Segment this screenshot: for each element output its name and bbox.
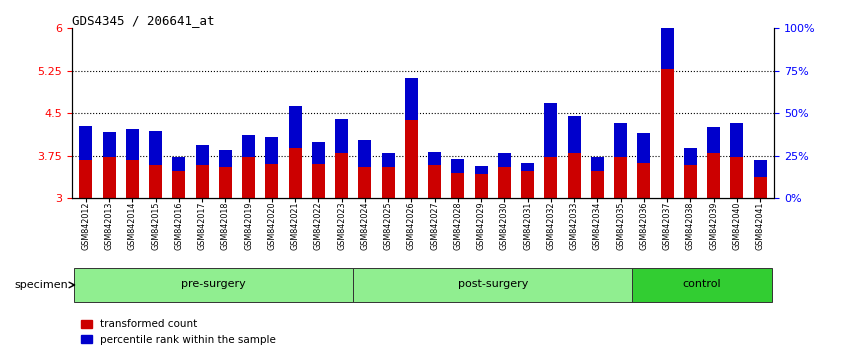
Bar (288, 106, 301, 148)
Bar (359, 140, 371, 167)
Bar (359, 167, 371, 198)
Bar (661, 0, 673, 69)
Bar (382, 167, 394, 198)
Bar (102, 158, 116, 198)
Text: GSM842038: GSM842038 (686, 202, 695, 250)
FancyBboxPatch shape (632, 268, 772, 302)
Bar (335, 153, 348, 198)
Bar (382, 154, 394, 167)
Legend: transformed count, percentile rank within the sample: transformed count, percentile rank withi… (77, 315, 280, 349)
FancyBboxPatch shape (74, 268, 354, 302)
Text: GSM842040: GSM842040 (733, 202, 741, 250)
Bar (614, 124, 627, 158)
Text: GSM842014: GSM842014 (128, 202, 137, 250)
Bar (219, 150, 232, 167)
Bar (242, 135, 255, 158)
Bar (452, 173, 464, 198)
Text: GSM842017: GSM842017 (198, 202, 206, 250)
Text: GSM842029: GSM842029 (476, 202, 486, 250)
Bar (498, 167, 511, 198)
Bar (545, 158, 558, 198)
Bar (288, 148, 301, 198)
Bar (730, 158, 744, 198)
Bar (102, 132, 116, 158)
Bar (428, 152, 441, 165)
Bar (475, 175, 487, 198)
Bar (405, 120, 418, 198)
Bar (730, 124, 744, 158)
Bar (521, 162, 534, 171)
Bar (684, 165, 697, 198)
Bar (266, 164, 278, 198)
Bar (219, 167, 232, 198)
Text: GSM842036: GSM842036 (640, 202, 648, 250)
Bar (266, 137, 278, 164)
Text: post-surgery: post-surgery (458, 279, 528, 289)
Bar (149, 165, 162, 198)
Bar (568, 115, 580, 153)
Text: GSM842024: GSM842024 (360, 202, 370, 250)
Bar (475, 166, 487, 175)
Bar (405, 78, 418, 120)
Text: GSM842031: GSM842031 (523, 202, 532, 250)
Bar (568, 153, 580, 198)
Text: GSM842028: GSM842028 (453, 202, 463, 250)
Bar (195, 165, 208, 198)
Text: GSM842015: GSM842015 (151, 202, 160, 250)
Bar (545, 103, 558, 158)
Text: GSM842018: GSM842018 (221, 202, 230, 250)
Bar (195, 145, 208, 165)
Bar (521, 171, 534, 198)
Bar (149, 131, 162, 165)
Text: GSM842037: GSM842037 (662, 202, 672, 250)
Bar (614, 158, 627, 198)
FancyBboxPatch shape (354, 268, 632, 302)
Text: GSM842030: GSM842030 (500, 202, 509, 250)
Text: GSM842039: GSM842039 (709, 202, 718, 250)
Text: GSM842035: GSM842035 (616, 202, 625, 250)
Text: pre-surgery: pre-surgery (181, 279, 246, 289)
Bar (428, 165, 441, 198)
Text: GSM842041: GSM842041 (755, 202, 765, 250)
Bar (452, 159, 464, 173)
Bar (312, 164, 325, 198)
Bar (591, 158, 604, 171)
Bar (638, 132, 651, 163)
Text: GSM842027: GSM842027 (430, 202, 439, 250)
Text: GDS4345 / 206641_at: GDS4345 / 206641_at (72, 14, 214, 27)
Bar (684, 148, 697, 165)
Bar (335, 119, 348, 153)
Text: GSM842034: GSM842034 (593, 202, 602, 250)
Text: GSM842022: GSM842022 (314, 202, 323, 250)
Bar (126, 129, 139, 160)
Text: GSM842025: GSM842025 (383, 202, 393, 250)
Text: GSM842032: GSM842032 (547, 202, 555, 250)
Text: GSM842023: GSM842023 (337, 202, 346, 250)
Bar (754, 160, 766, 177)
Bar (661, 69, 673, 198)
Text: GSM842021: GSM842021 (291, 202, 299, 250)
Bar (707, 127, 720, 153)
Text: GSM842026: GSM842026 (407, 202, 416, 250)
Text: GSM842012: GSM842012 (81, 202, 91, 250)
Text: GSM842016: GSM842016 (174, 202, 184, 250)
Bar (173, 171, 185, 198)
Text: GSM842013: GSM842013 (105, 202, 113, 250)
Bar (80, 160, 92, 198)
Bar (707, 153, 720, 198)
Bar (80, 126, 92, 160)
Text: control: control (683, 279, 722, 289)
Bar (754, 177, 766, 198)
Bar (312, 142, 325, 164)
Text: specimen: specimen (14, 280, 68, 290)
Bar (126, 160, 139, 198)
Text: GSM842033: GSM842033 (569, 202, 579, 250)
Text: GSM842020: GSM842020 (267, 202, 277, 250)
Bar (242, 158, 255, 198)
Bar (498, 154, 511, 167)
Bar (173, 158, 185, 171)
Bar (591, 171, 604, 198)
Text: GSM842019: GSM842019 (244, 202, 253, 250)
Bar (638, 163, 651, 198)
